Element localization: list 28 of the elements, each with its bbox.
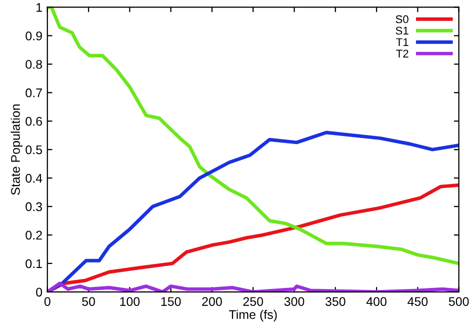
y-tick-label: 0.7: [26, 88, 42, 98]
x-tick-label: 500: [448, 297, 469, 306]
x-tick-label: 50: [82, 297, 96, 306]
x-tick-label: 250: [243, 297, 264, 306]
x-tick-label: 0: [44, 297, 50, 306]
y-axis-title: State Population: [10, 104, 22, 195]
y-tick-label: 0.5: [26, 145, 42, 154]
y-tick-label: 0.6: [26, 116, 42, 126]
y-tick-label: 0.3: [26, 202, 42, 212]
y-tick-label: 0: [36, 288, 42, 297]
y-tick-label: 0.1: [26, 259, 42, 268]
x-axis-title: Time (fs): [228, 310, 277, 322]
legend-label: S1: [396, 26, 408, 35]
y-tick-label: 1: [36, 3, 42, 12]
x-tick-label: 350: [325, 297, 346, 306]
x-tick-label: 200: [202, 297, 222, 306]
y-tick-label: 0.8: [26, 60, 42, 69]
y-tick-label: 0.9: [26, 31, 42, 40]
x-tick-label: 400: [366, 297, 386, 306]
y-tick-label: 0.4: [26, 174, 42, 183]
legend-label: S0: [396, 15, 408, 24]
legend-label: T1: [396, 38, 408, 46]
x-tick-label: 450: [408, 297, 428, 306]
y-tick-label: 0.2: [26, 230, 42, 240]
legend-label: T2: [396, 50, 408, 58]
x-tick-label: 150: [161, 297, 181, 306]
x-tick-label: 300: [284, 297, 304, 306]
x-tick-label: 100: [120, 297, 140, 306]
